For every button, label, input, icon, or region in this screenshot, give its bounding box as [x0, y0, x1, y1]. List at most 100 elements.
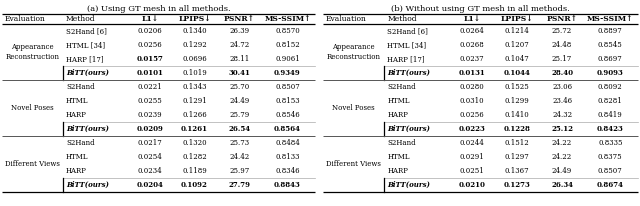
Text: 0.1282: 0.1282 [182, 153, 207, 161]
Text: HARP: HARP [387, 111, 408, 119]
Text: Different Views: Different Views [326, 160, 381, 168]
Text: 0.0268: 0.0268 [460, 41, 484, 49]
Text: 0.0221: 0.0221 [138, 83, 163, 91]
Text: 24.49: 24.49 [552, 167, 572, 175]
Text: 0.0239: 0.0239 [138, 111, 163, 119]
Text: LPIPS↓: LPIPS↓ [500, 15, 533, 23]
Text: 0.8564: 0.8564 [274, 125, 301, 133]
Text: 0.0280: 0.0280 [460, 83, 484, 91]
Text: 0.1273: 0.1273 [503, 181, 530, 189]
Text: 0.8375: 0.8375 [598, 153, 623, 161]
Text: 26.34: 26.34 [551, 181, 573, 189]
Text: 0.1343: 0.1343 [182, 83, 207, 91]
Text: MS-SSIM↑: MS-SSIM↑ [587, 15, 634, 23]
Text: 0.8507: 0.8507 [598, 167, 623, 175]
Text: 0.0244: 0.0244 [460, 139, 484, 147]
Text: 0.8092: 0.8092 [598, 83, 623, 91]
Text: 24.22: 24.22 [552, 139, 572, 147]
Text: 0.8484: 0.8484 [275, 139, 300, 147]
Text: 0.1214: 0.1214 [504, 27, 529, 35]
Text: S2Hand [6]: S2Hand [6] [387, 27, 428, 35]
Text: 24.48: 24.48 [552, 41, 572, 49]
Text: HARP: HARP [66, 167, 87, 175]
Text: 0.1266: 0.1266 [182, 111, 207, 119]
Text: BiTT(ours): BiTT(ours) [387, 125, 431, 133]
Text: 0.8281: 0.8281 [598, 97, 623, 105]
Text: HTML: HTML [387, 153, 410, 161]
Text: 0.1320: 0.1320 [182, 139, 207, 147]
Text: HARP: HARP [66, 111, 87, 119]
Text: S2Hand: S2Hand [66, 83, 95, 91]
Text: 0.0204: 0.0204 [136, 181, 163, 189]
Text: 0.0255: 0.0255 [138, 97, 163, 105]
Text: L1↓: L1↓ [141, 15, 159, 23]
Text: 0.8152: 0.8152 [275, 41, 300, 49]
Text: 27.79: 27.79 [228, 181, 251, 189]
Text: 25.17: 25.17 [552, 55, 572, 63]
Text: HARP [17]: HARP [17] [66, 55, 104, 63]
Text: BiTT(ours): BiTT(ours) [387, 181, 431, 189]
Text: 0.0696: 0.0696 [182, 55, 207, 63]
Text: 0.1512: 0.1512 [504, 139, 529, 147]
Text: Method: Method [387, 15, 417, 23]
Text: 30.41: 30.41 [228, 69, 250, 77]
Text: S2Hand: S2Hand [387, 83, 416, 91]
Text: HTML [34]: HTML [34] [66, 41, 105, 49]
Text: 0.8897: 0.8897 [598, 27, 623, 35]
Text: 0.0206: 0.0206 [138, 27, 163, 35]
Text: 25.79: 25.79 [230, 111, 250, 119]
Text: 24.42: 24.42 [230, 153, 250, 161]
Text: 0.8346: 0.8346 [275, 167, 300, 175]
Text: 0.1019: 0.1019 [182, 69, 207, 77]
Text: BiTT(ours): BiTT(ours) [66, 69, 109, 77]
Text: 0.1410: 0.1410 [504, 111, 529, 119]
Text: 24.49: 24.49 [230, 97, 250, 105]
Text: 0.0251: 0.0251 [460, 167, 484, 175]
Text: HTML: HTML [387, 97, 410, 105]
Text: 0.0310: 0.0310 [460, 97, 484, 105]
Text: HTML [34]: HTML [34] [387, 41, 426, 49]
Text: 0.8674: 0.8674 [596, 181, 624, 189]
Text: 0.8133: 0.8133 [275, 153, 300, 161]
Text: 0.0217: 0.0217 [138, 139, 163, 147]
Text: Evaluation: Evaluation [5, 15, 46, 23]
Text: 0.1297: 0.1297 [504, 153, 529, 161]
Text: 0.0237: 0.0237 [460, 55, 484, 63]
Text: 28.11: 28.11 [230, 55, 250, 63]
Text: 0.8335: 0.8335 [598, 139, 623, 147]
Text: 0.0209: 0.0209 [136, 125, 163, 133]
Text: PSNR↑: PSNR↑ [547, 15, 577, 23]
Text: 0.8546: 0.8546 [275, 111, 300, 119]
Text: 0.0256: 0.0256 [138, 41, 163, 49]
Text: 0.1092: 0.1092 [181, 181, 208, 189]
Text: BiTT(ours): BiTT(ours) [66, 125, 109, 133]
Text: 25.97: 25.97 [230, 167, 250, 175]
Text: 0.1261: 0.1261 [181, 125, 208, 133]
Text: 25.72: 25.72 [552, 27, 572, 35]
Text: 0.0223: 0.0223 [459, 125, 485, 133]
Text: 0.1189: 0.1189 [182, 167, 207, 175]
Text: 0.8423: 0.8423 [597, 125, 623, 133]
Text: (b) Without using GT mesh in all methods.: (b) Without using GT mesh in all methods… [391, 5, 570, 13]
Text: 0.0101: 0.0101 [136, 69, 163, 77]
Text: 23.46: 23.46 [552, 97, 572, 105]
Text: 0.0234: 0.0234 [138, 167, 163, 175]
Text: MS-SSIM↑: MS-SSIM↑ [264, 15, 310, 23]
Text: Novel Poses: Novel Poses [332, 104, 375, 112]
Text: 0.0256: 0.0256 [460, 111, 484, 119]
Text: 0.1291: 0.1291 [182, 97, 207, 105]
Text: Evaluation: Evaluation [326, 15, 367, 23]
Text: Appearance
Reconstruction: Appearance Reconstruction [6, 43, 60, 61]
Text: 0.0210: 0.0210 [458, 181, 485, 189]
Text: HTML: HTML [66, 153, 88, 161]
Text: LPIPS↓: LPIPS↓ [178, 15, 211, 23]
Text: PSNR↑: PSNR↑ [224, 15, 255, 23]
Text: 0.0254: 0.0254 [138, 153, 163, 161]
Text: Method: Method [66, 15, 95, 23]
Text: HARP [17]: HARP [17] [387, 55, 425, 63]
Text: BiTT(ours): BiTT(ours) [66, 181, 109, 189]
Text: (a) Using GT mesh in all methods.: (a) Using GT mesh in all methods. [86, 5, 230, 13]
Text: HTML: HTML [66, 97, 88, 105]
Text: 0.1207: 0.1207 [504, 41, 529, 49]
Text: S2Hand: S2Hand [387, 139, 416, 147]
